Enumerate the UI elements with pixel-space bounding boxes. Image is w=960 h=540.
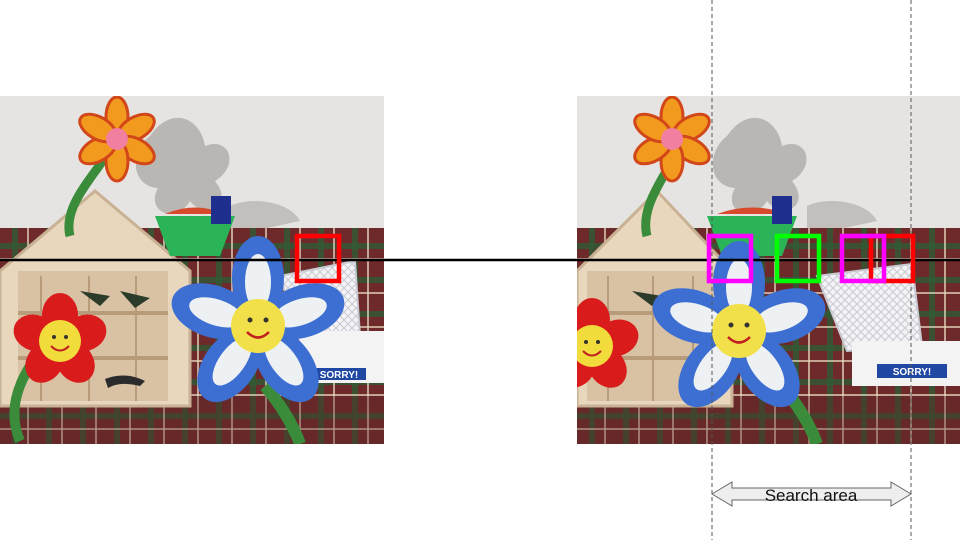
sorry-box-text: SORRY! bbox=[893, 367, 932, 378]
search-area-label: Search area bbox=[764, 486, 858, 505]
right-image: SORRY! bbox=[577, 96, 960, 444]
sorry-box-text: SORRY! bbox=[320, 370, 359, 381]
left-image: SORRY! bbox=[0, 96, 384, 444]
